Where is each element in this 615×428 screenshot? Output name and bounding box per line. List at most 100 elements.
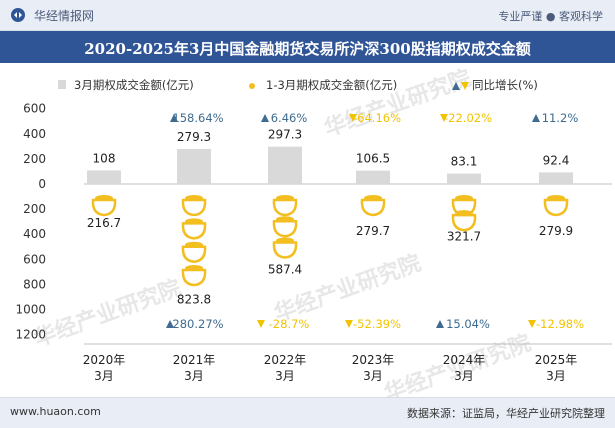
data-label-cumulative: 279.9 [539,224,573,238]
pot-icon [272,216,298,238]
data-label-monthly: 83.1 [451,155,478,169]
pot-icon [272,195,298,217]
chart-title: 2020-2025年3月中国金融期货交易所沪深300股指期权成交金额 [84,40,531,58]
x-tick-label: 3月 [94,369,114,383]
growth-up-arrow-icon [166,320,174,328]
pot-body [181,268,207,287]
x-tick-label: 2024年 [443,353,486,367]
growth-label-monthly: 11.2% [542,111,579,125]
y-tick-label: 800 [23,277,46,291]
pot-icon [181,218,207,240]
x-tick-label: 2023年 [352,353,395,367]
x-tick-label: 2021年 [173,353,216,367]
y-tick-label: 200 [23,152,46,166]
x-tick-label: 2020年 [83,353,126,367]
y-tick-label: 200 [23,202,46,216]
header-bar: 华经情报网 专业严谨 ● 客观科学 [0,0,615,31]
bar-monthly [87,170,121,184]
watermark-text: 华经产业研究院 [271,250,425,327]
growth-down-arrow-icon [528,320,536,328]
legend-up-arrow-icon [452,82,460,90]
bar-monthly [268,146,302,184]
pot-icon [360,195,386,217]
pot-body [181,198,207,217]
legend-label-cumulative: 1-3月期权成交金额(亿元) [266,78,397,92]
pot-body [181,222,207,240]
data-label-monthly: 108 [93,151,116,165]
legend-marker-cumulative [249,83,255,89]
x-tick-label: 2022年 [264,353,307,367]
pot-icon [181,195,207,217]
data-label-cumulative: 823.8 [177,292,211,306]
x-tick-label: 3月 [454,369,474,383]
growth-label-cumulative: -28.7% [269,317,310,331]
y-tick-label: 1200 [15,328,46,342]
data-label-cumulative: 587.4 [268,263,302,277]
growth-up-arrow-icon [532,114,540,122]
x-tick-label: 2025年 [535,353,578,367]
pot-body [543,198,569,217]
pot-body [181,245,207,263]
growth-label-cumulative: 280.27% [172,317,223,331]
growth-up-arrow-icon [261,114,269,122]
legend-label-monthly: 3月期权成交金额(亿元) [74,78,194,92]
pot-body [451,213,477,232]
pot-icon [181,265,207,287]
pot-icon [91,195,117,217]
footer-website[interactable]: www.huaon.com [10,405,101,418]
growth-label-cumulative: -52.39% [353,317,401,331]
y-tick-label: 0 [38,177,46,191]
growth-label-monthly: -22.02% [444,111,492,125]
data-label-monthly: 106.5 [356,152,390,166]
data-label-cumulative: 279.7 [356,224,390,238]
x-tick-label: 3月 [275,369,295,383]
pot-body [91,198,117,217]
footer-source: 数据来源：证监局，华经产业研究院整理 [407,407,605,420]
growth-down-arrow-icon [345,320,353,328]
legend-marker-monthly [58,80,66,89]
x-tick-label: 3月 [546,369,566,383]
legend [58,80,469,90]
growth-up-arrow-icon [170,114,178,122]
watermark-text: 华经产业研究院 [31,275,185,352]
data-label-monthly: 279.3 [177,130,211,144]
brand-name: 华经情报网 [34,9,95,23]
growth-up-arrow-icon [436,320,444,328]
pot-body [272,241,298,259]
pot-body [272,219,298,238]
growth-down-arrow-icon [257,320,265,328]
data-label-cumulative: 321.7 [447,229,481,243]
bar-monthly [447,173,481,184]
header-slogan: 专业严谨 ● 客观科学 [498,10,603,23]
growth-down-arrow-icon [440,114,448,122]
watermark-text: 华经产业研究院 [321,65,475,142]
growth-label-monthly: -64.16% [353,111,401,125]
y-tick-label: 400 [23,227,46,241]
x-tick-label: 3月 [363,369,383,383]
bar-monthly [177,148,211,184]
growth-label-cumulative: -12.98% [536,317,584,331]
bar-monthly [539,172,573,184]
legend-down-arrow-icon [461,82,469,90]
footer-bar: www.huaon.com 数据来源：证监局，华经产业研究院整理 [0,397,615,428]
growth-down-arrow-icon [349,114,357,122]
y-tick-label: 1000 [15,303,46,317]
brand-logo-icon [11,8,25,22]
pot-icon [543,195,569,217]
pot-body [360,198,386,217]
pot-icon [181,241,207,263]
title-bar [0,31,615,63]
y-tick-label: 400 [23,127,46,141]
y-tick-label: 600 [23,252,46,266]
x-tick-label: 3月 [184,369,204,383]
pot-icon [451,210,477,232]
data-label-monthly: 297.3 [268,128,302,142]
growth-label-monthly: 6.46% [271,111,308,125]
y-tick-label: 600 [23,102,46,116]
growth-label-monthly: 158.64% [172,111,223,125]
pot-body [272,198,298,217]
bar-monthly [356,170,390,184]
legend-label-growth: 同比增长(%) [472,78,538,92]
growth-label-cumulative: 15.04% [446,317,490,331]
